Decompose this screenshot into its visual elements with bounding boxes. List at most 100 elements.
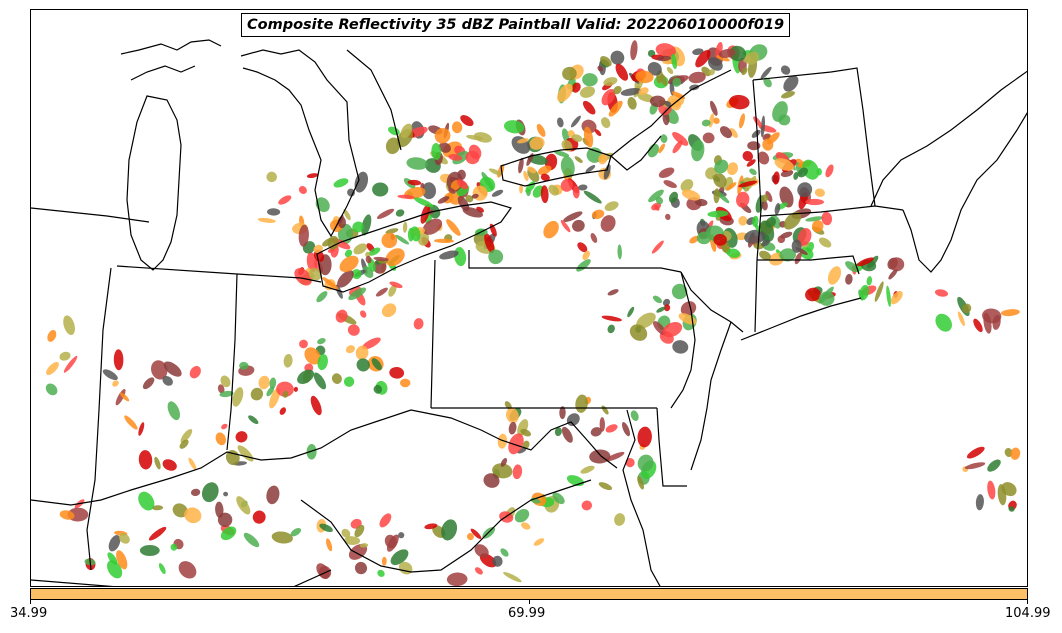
reflectivity-blob [859,284,870,301]
reflectivity-blob [625,457,635,468]
reflectivity-blob [614,513,626,526]
reflectivity-blob [257,217,276,223]
reflectivity-blob [338,216,346,229]
reflectivity-blob [142,377,155,390]
reflectivity-blob [529,136,545,150]
reflectivity-blob [708,69,716,76]
ohio-river-kentucky [31,409,412,506]
reflectivity-blob [503,120,525,134]
reflectivity-blob [283,354,293,368]
reflectivity-blob [108,535,121,552]
reflectivity-blob [379,513,392,528]
reflectivity-blob [594,129,602,137]
reflectivity-blob [630,410,639,422]
reflectivity-blob [466,134,484,141]
vermont-nh-boundary [752,67,876,207]
reflectivity-blob [688,71,706,84]
reflectivity-blob [557,83,573,103]
reflectivity-blob [276,381,294,397]
reflectivity-blob [668,191,679,204]
reflectivity-blob [797,228,812,246]
reflectivity-blob [713,173,727,188]
reflectivity-blob [154,456,161,470]
reflectivity-blob [760,66,772,80]
reflectivity-blob [987,459,1001,472]
reflectivity-blob [434,238,454,244]
reflectivity-blob [566,413,580,427]
reflectivity-blob [359,543,369,548]
lake-superior-outline [120,39,222,81]
reflectivity-blob [554,427,562,437]
reflectivity-blob [148,526,167,541]
reflectivity-blob [508,433,524,455]
reflectivity-blob [347,324,360,336]
reflectivity-blob [115,389,126,406]
reflectivity-blob [520,428,532,437]
reflectivity-blob [269,377,277,389]
reflectivity-blob [874,281,884,302]
reflectivity-blob [577,184,588,191]
reflectivity-blob [343,376,355,387]
reflectivity-blob [695,49,711,68]
reflectivity-blob [671,53,677,69]
reflectivity-blob [344,249,353,258]
reflectivity-blob [116,550,128,570]
reflectivity-blob [654,205,660,211]
reflectivity-blob [269,388,281,409]
reflectivity-blob [726,182,737,191]
reflectivity-blob [793,171,799,180]
reflectivity-blob [385,248,405,267]
reflectivity-blob [582,73,598,87]
reflectivity-blob [306,444,317,460]
reflectivity-blob [560,156,575,178]
reflectivity-blob [360,310,367,318]
reflectivity-blob [483,473,500,488]
reflectivity-blob [377,569,385,577]
reflectivity-blob [629,324,648,341]
reflectivity-blob [607,289,619,296]
reflectivity-blob [313,372,327,390]
reflectivity-blob [163,361,182,377]
reflectivity-blob [271,531,293,544]
reflectivity-blob [663,304,671,312]
reflectivity-blob [856,257,874,267]
reflectivity-blob [431,143,442,160]
reflectivity-blob [805,216,824,222]
reflectivity-blob [223,491,229,497]
reflectivity-blob [571,82,581,93]
reflectivity-blob [777,235,786,244]
reflectivity-blob [617,244,622,260]
reflectivity-blob [290,528,302,537]
reflectivity-blob [341,528,351,538]
reflectivity-blob [651,240,664,254]
reflectivity-blob [434,127,451,144]
reflectivity-blob [381,556,387,566]
reflectivity-blob [739,113,745,129]
reflectivity-blob [266,485,280,505]
reflectivity-blob [794,252,802,265]
reflectivity-blob [649,95,666,108]
reflectivity-blob [59,510,75,520]
reflectivity-blob [603,164,611,180]
reflectivity-blob [597,65,603,72]
reflectivity-blob [580,465,595,474]
reflectivity-blob [563,211,583,222]
reflectivity-blob [561,426,573,443]
reflectivity-blob [306,173,319,179]
reflectivity-blob [1008,506,1015,512]
reflectivity-blob [627,306,635,318]
reflectivity-blob [708,57,723,71]
reflectivity-blob [124,415,138,430]
colorbar-tick [1027,600,1028,604]
lake-ontario-outline [500,147,612,187]
reflectivity-blob [421,182,437,200]
tennessee-boundary [31,569,332,586]
reflectivity-blob [460,115,474,127]
reflectivity-blob [167,401,180,421]
reflectivity-blob [395,209,405,217]
reflectivity-blob [964,462,986,470]
reflectivity-blob [376,208,395,219]
reflectivity-blob [663,180,677,189]
reflectivity-blob [352,221,364,233]
reflectivity-blob [46,361,59,376]
